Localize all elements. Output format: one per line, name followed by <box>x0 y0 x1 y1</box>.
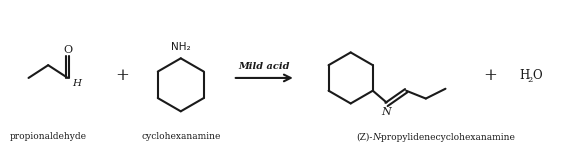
Text: N: N <box>372 133 380 142</box>
Text: propionaldehyde: propionaldehyde <box>10 132 86 141</box>
Text: +: + <box>483 68 497 84</box>
Text: O: O <box>532 69 542 82</box>
Text: Mild acid: Mild acid <box>238 62 290 71</box>
Text: -propylidenecyclohexanamine: -propylidenecyclohexanamine <box>378 133 515 142</box>
Text: H: H <box>72 79 81 88</box>
Text: +: + <box>115 68 129 84</box>
Text: NH₂: NH₂ <box>171 42 191 52</box>
Text: H: H <box>520 69 530 82</box>
Text: 2: 2 <box>528 76 533 84</box>
Text: N: N <box>382 107 392 117</box>
Text: O: O <box>63 45 73 56</box>
Text: (Z)-: (Z)- <box>356 133 372 142</box>
Text: cyclohexanamine: cyclohexanamine <box>141 132 221 141</box>
